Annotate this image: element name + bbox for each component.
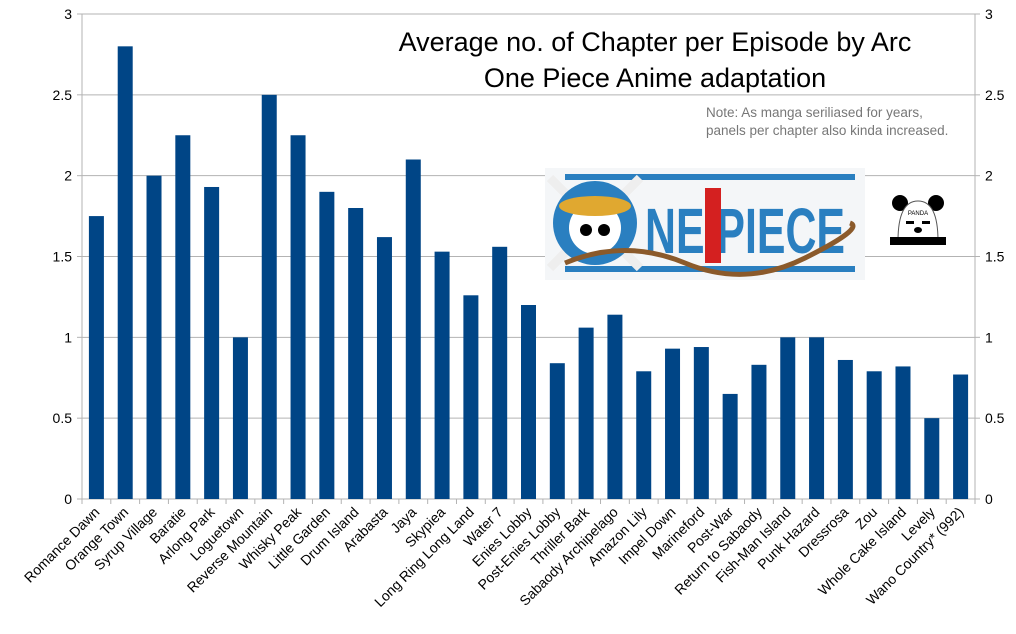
chart-subtitle: One Piece Anime adaptation [483,63,827,93]
note-line-1: Note: As manga seriliased for years, [706,105,923,120]
y-tick-label-left: 3 [64,6,72,22]
bar-thriller-bark [578,327,594,499]
bar-reverse-mountain [261,94,277,499]
bar-impel-down [665,348,681,499]
y-tick-label-left: 2 [64,168,72,184]
bar-marineford [693,347,709,499]
y-tick-label-left: 1 [64,329,72,345]
y-tick-label-right: 2.5 [985,87,1005,103]
bar-drum-island [348,208,364,499]
y-tick-label-right: 1.5 [985,249,1005,265]
bar-zou [866,371,882,499]
bar-arlong-park [204,186,220,499]
y-tick-label-left: 2.5 [53,87,73,103]
y-tick-label-left: 1.5 [53,249,73,265]
y-tick-label-left: 0.5 [53,410,73,426]
y-tick-label-right: 3 [985,6,993,22]
bar-whisky-peak [290,135,306,499]
y-tick-label-right: 1 [985,329,993,345]
bar-orange-town [117,46,133,499]
svg-text:NE PIECE: NE PIECE [645,195,845,267]
bar-punk-hazard [809,337,825,499]
panda-image: PANDA [890,195,946,245]
bar-baratie [175,135,191,499]
bar-whole-cake-island [895,366,911,499]
svg-text:PANDA: PANDA [908,211,928,217]
y-tick-label-right: 0.5 [985,410,1005,426]
bar-enies-lobby [521,305,536,499]
chart-note: Note: As manga seriliased for years, pan… [706,104,948,140]
bar-amazon-lily [636,371,652,499]
bar-dressrosa [837,359,853,499]
bar-sabaody-archipelago [607,314,623,499]
bar-post-war [722,393,738,499]
bar-fish-man-island [780,337,796,499]
bar-levely [924,418,940,499]
bar-return-to-sabaody [751,364,767,499]
bar-jaya [405,159,421,499]
bar-syrup-village [146,175,162,499]
bar-arabasta [376,237,392,499]
y-tick-label-right: 0 [985,491,993,507]
bar-little-garden [319,191,335,500]
bar-romance-dawn [88,216,104,500]
bar-loguetown [232,337,248,499]
y-tick-label-left: 0 [64,491,72,507]
one-piece-logo: NE PIECE [545,168,865,280]
bar-post-enies-lobby [549,363,565,499]
note-line-2: panels per chapter also kinda increased. [706,123,949,138]
y-tick-label-right: 2 [985,168,993,184]
bar-wano-country-992- [953,374,969,499]
bar-skypiea [434,251,450,499]
bar-long-ring-long-land [463,295,479,499]
bar-water-7 [492,246,508,499]
chart-title: Average no. of Chapter per Episode by Ar… [330,24,980,96]
chart-title-line: Average no. of Chapter per Episode by Ar… [398,27,912,57]
